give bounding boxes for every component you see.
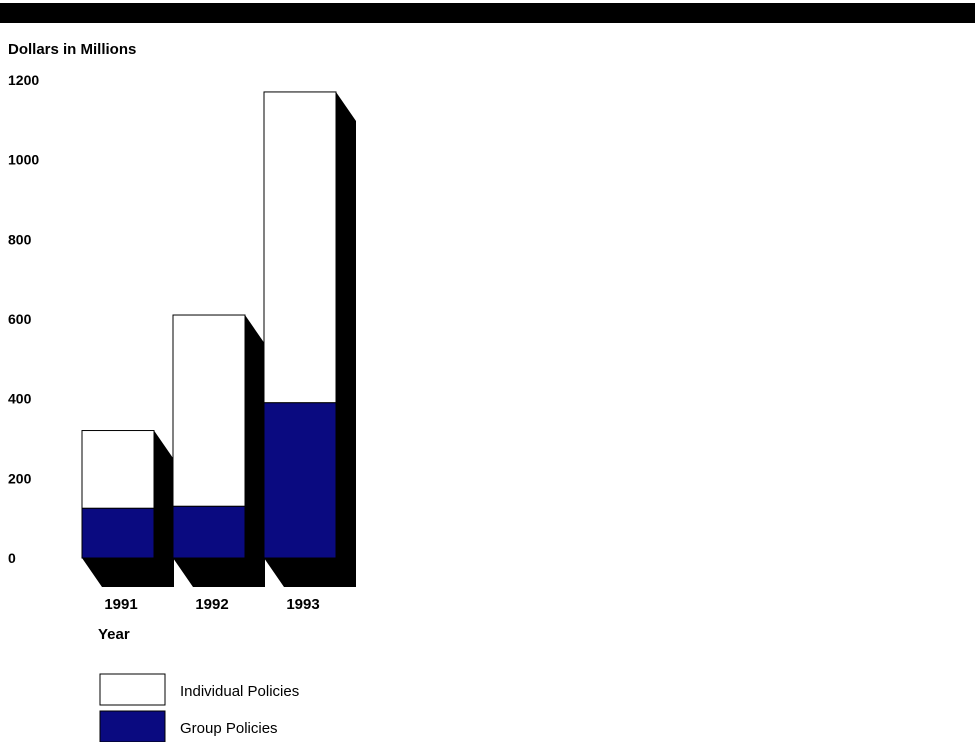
- y-tick-label: 200: [8, 470, 32, 486]
- bars: [81, 91, 356, 587]
- legend-label: Group Policies: [180, 720, 278, 737]
- y-tick-label: 600: [8, 311, 32, 327]
- y-tick-label: 1000: [8, 152, 39, 168]
- bar-shadow: [82, 430, 174, 587]
- y-tick-label: 800: [8, 231, 32, 247]
- legend-swatch: [99, 710, 166, 742]
- bar-segment-group-policies: [172, 505, 246, 559]
- legend: Individual Policies Group Policies: [99, 673, 299, 742]
- bar-segment-group-policies: [81, 507, 155, 559]
- bar-segment-group-policies: [263, 402, 337, 559]
- bar-segment-individual-policies: [172, 314, 246, 507]
- bar-shadow: [173, 315, 265, 587]
- y-axis-title: Dollars in Millions: [8, 41, 136, 58]
- y-tick-label: 1200: [8, 72, 39, 88]
- x-axis-ticks: 1991 1992 1993: [104, 596, 319, 613]
- x-axis-title: Year: [98, 626, 130, 643]
- y-axis-ticks: 0 200 400 600 800 1000 1200: [8, 72, 39, 566]
- bar-segment-individual-policies: [263, 91, 337, 404]
- x-tick-label: 1991: [104, 596, 137, 613]
- y-tick-label: 0: [8, 550, 16, 566]
- bar-segment-individual-policies: [81, 430, 155, 509]
- y-tick-label: 400: [8, 391, 32, 407]
- legend-label: Individual Policies: [180, 683, 299, 700]
- bar-shadow: [264, 91, 356, 587]
- top-banner-bar: [0, 3, 975, 23]
- x-tick-label: 1992: [195, 596, 228, 613]
- x-tick-label: 1993: [286, 596, 319, 613]
- legend-swatch: [99, 673, 166, 706]
